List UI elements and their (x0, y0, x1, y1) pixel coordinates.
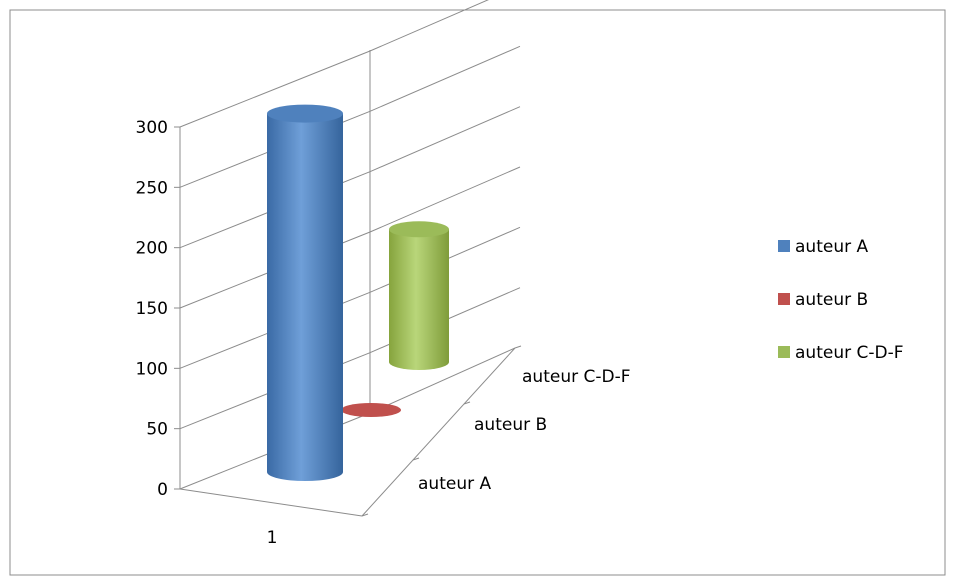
legend-swatch-auteur-a (778, 240, 790, 252)
floor-back-edge (369, 347, 516, 414)
legend-swatch-auteur-b (778, 293, 790, 305)
x-category-label: 1 (267, 528, 278, 548)
chart-border (9, 9, 946, 576)
legend-label-auteur-cdf: auteur C-D-F (795, 343, 904, 363)
legend-label-auteur-a: auteur A (795, 237, 868, 257)
floor-front-edge (179, 488, 363, 517)
gridline (179, 45, 521, 188)
bar-top (341, 403, 401, 417)
depth-label-auteur-a: auteur A (418, 474, 491, 494)
floor-right-edge (361, 347, 516, 517)
y-tick-label: 250 (136, 178, 168, 198)
bar-body (389, 229, 449, 370)
bar-series-group (267, 104, 449, 482)
depth-label-auteur-b: auteur B (474, 415, 547, 435)
gridline (179, 287, 521, 430)
depth-tick (463, 401, 471, 405)
y-tick-label: 300 (136, 118, 168, 138)
gridlines (179, 0, 521, 430)
gridline (179, 0, 489, 128)
y-tick-label: 200 (136, 239, 168, 259)
y-tick-label: 50 (146, 420, 168, 440)
bar-body (267, 113, 343, 482)
y-tick-label: 150 (136, 299, 168, 319)
depth-tick (361, 513, 369, 517)
depth-label-auteur-cdf: auteur C-D-F (522, 367, 631, 387)
gridline (179, 166, 521, 309)
y-tick-label: 100 (136, 359, 168, 379)
gridline (179, 226, 521, 369)
y-tick-label: 0 (157, 480, 168, 500)
depth-tick (412, 457, 420, 461)
bar-auteur-b (341, 403, 401, 417)
bar-top (389, 221, 449, 238)
depth-axis-ticks (361, 345, 522, 517)
legend: auteur A auteur B auteur C-D-F (778, 237, 904, 363)
y-axis-ticks: 0 50 100 150 200 250 300 (136, 118, 180, 500)
bar-top (267, 104, 343, 123)
depth-tick (514, 345, 522, 349)
depth-axis-labels: auteur A auteur B auteur C-D-F (418, 367, 631, 494)
bar-auteur-c-d-f (389, 221, 449, 370)
gridline (179, 106, 521, 249)
legend-label-auteur-b: auteur B (795, 290, 868, 310)
bar-auteur-a (267, 104, 343, 482)
legend-swatch-auteur-cdf (778, 346, 790, 358)
